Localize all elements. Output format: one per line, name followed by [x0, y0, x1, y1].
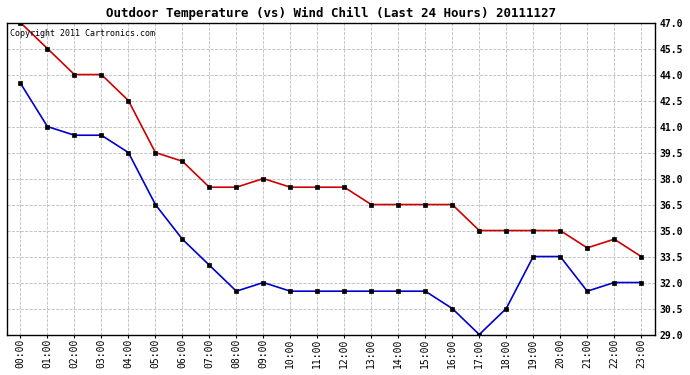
Title: Outdoor Temperature (vs) Wind Chill (Last 24 Hours) 20111127: Outdoor Temperature (vs) Wind Chill (Las… [106, 7, 556, 20]
Text: Copyright 2011 Cartronics.com: Copyright 2011 Cartronics.com [10, 29, 155, 38]
